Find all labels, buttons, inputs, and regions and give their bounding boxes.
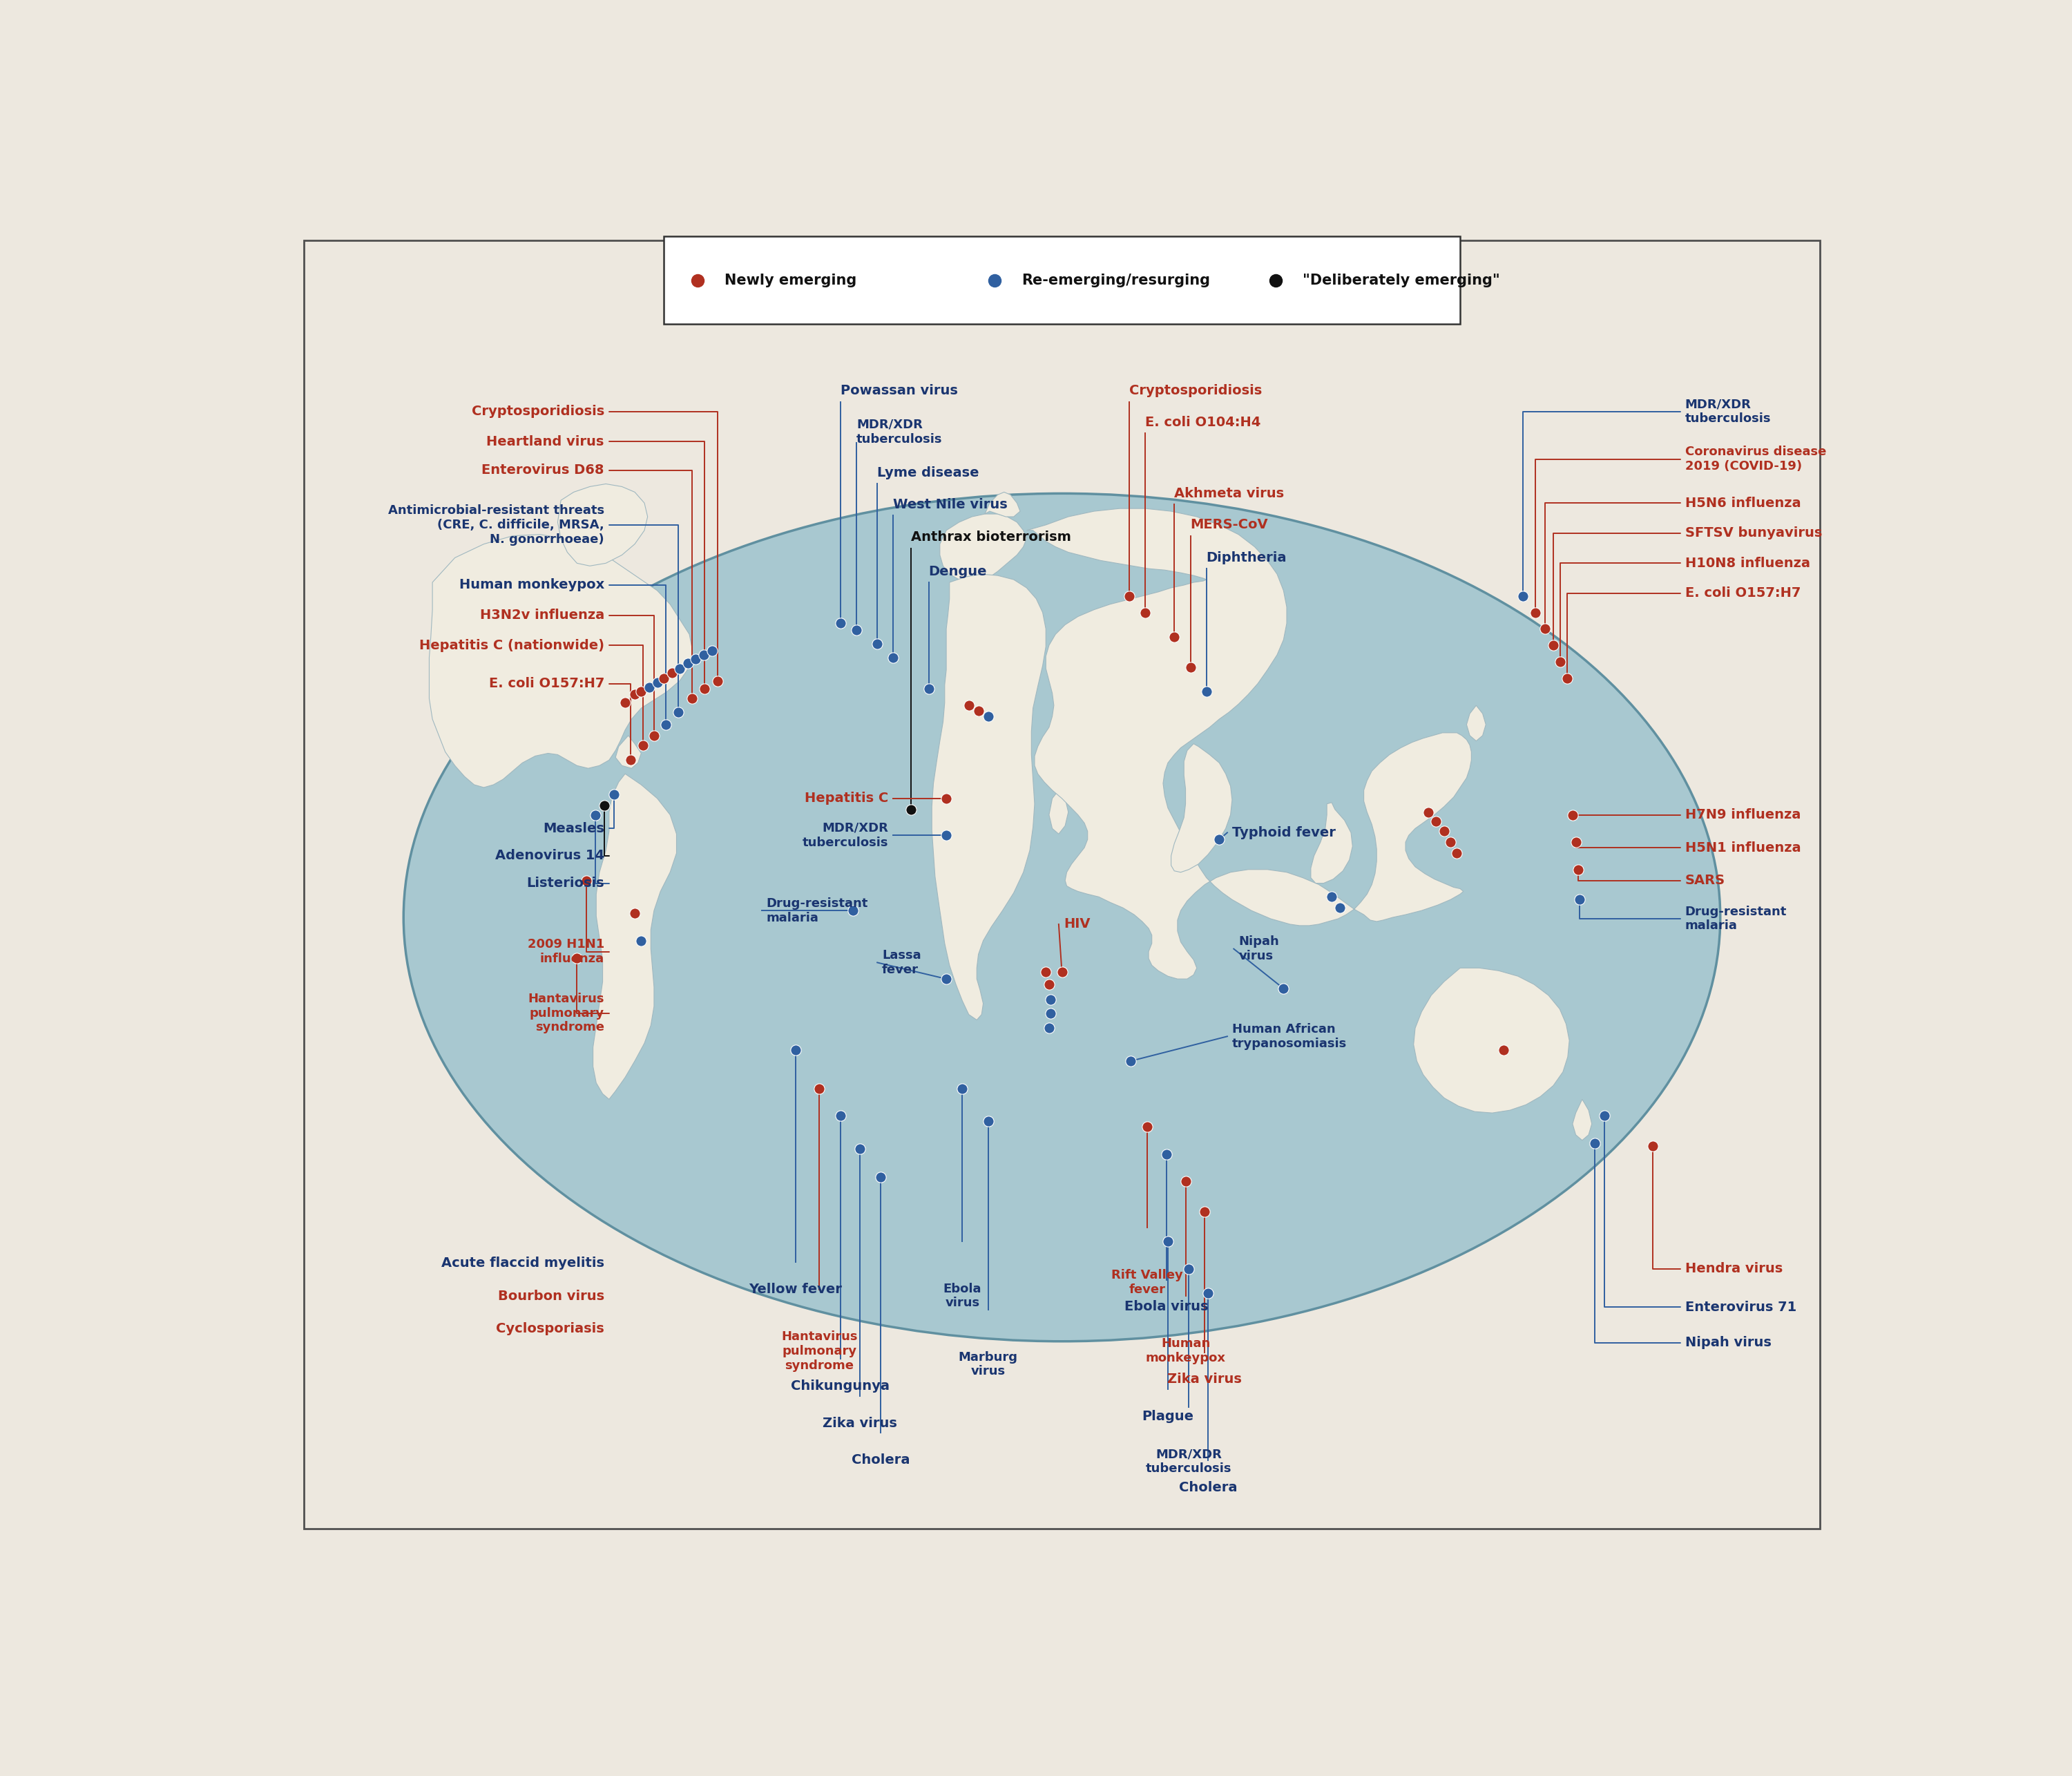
Text: Nipah
virus: Nipah virus bbox=[1239, 936, 1278, 963]
Text: Marburg
virus: Marburg virus bbox=[959, 1352, 1017, 1378]
Polygon shape bbox=[1413, 968, 1569, 1114]
Text: "Deliberately emerging": "Deliberately emerging" bbox=[1303, 274, 1500, 288]
Text: MERS-CoV: MERS-CoV bbox=[1189, 519, 1268, 531]
Text: Hepatitis C (nationwide): Hepatitis C (nationwide) bbox=[419, 639, 605, 652]
Text: Lyme disease: Lyme disease bbox=[876, 467, 980, 480]
Text: Bourbon virus: Bourbon virus bbox=[497, 1289, 605, 1304]
Text: Yellow fever: Yellow fever bbox=[748, 1282, 841, 1296]
Polygon shape bbox=[1048, 790, 1069, 835]
Text: Chikungunya: Chikungunya bbox=[792, 1380, 889, 1392]
Text: Hendra virus: Hendra virus bbox=[1685, 1263, 1782, 1275]
Text: Hantavirus
pulmonary
syndrome: Hantavirus pulmonary syndrome bbox=[781, 1330, 858, 1371]
Text: Human monkeypox: Human monkeypox bbox=[460, 579, 605, 591]
Text: MDR/XDR
tuberculosis: MDR/XDR tuberculosis bbox=[802, 822, 889, 849]
Text: Enterovirus D68: Enterovirus D68 bbox=[481, 464, 605, 476]
Text: Akhmeta virus: Akhmeta virus bbox=[1175, 487, 1285, 501]
Polygon shape bbox=[941, 513, 1026, 583]
Text: Cyclosporiasis: Cyclosporiasis bbox=[495, 1323, 605, 1336]
Text: Plague: Plague bbox=[1142, 1410, 1193, 1423]
Text: Zika virus: Zika virus bbox=[1167, 1373, 1241, 1385]
Text: H3N2v influenza: H3N2v influenza bbox=[481, 609, 605, 622]
Text: West Nile virus: West Nile virus bbox=[893, 497, 1007, 511]
Text: H5N1 influenza: H5N1 influenza bbox=[1685, 842, 1801, 854]
Text: Cryptosporidiosis: Cryptosporidiosis bbox=[1129, 384, 1262, 398]
Text: Measles: Measles bbox=[543, 822, 605, 835]
Text: E. coli O104:H4: E. coli O104:H4 bbox=[1146, 416, 1262, 430]
Polygon shape bbox=[1467, 705, 1486, 741]
Text: HIV: HIV bbox=[1063, 918, 1090, 931]
Text: MDR/XDR
tuberculosis: MDR/XDR tuberculosis bbox=[856, 419, 943, 446]
Text: Re-emerging/resurging: Re-emerging/resurging bbox=[1021, 274, 1210, 288]
Polygon shape bbox=[593, 774, 675, 1099]
Text: Enterovirus 71: Enterovirus 71 bbox=[1685, 1300, 1796, 1314]
Text: Heartland virus: Heartland virus bbox=[487, 435, 605, 448]
Polygon shape bbox=[932, 574, 1046, 1019]
Text: H5N6 influenza: H5N6 influenza bbox=[1685, 497, 1801, 510]
Text: H10N8 influenza: H10N8 influenza bbox=[1685, 556, 1811, 570]
Text: Zika virus: Zika virus bbox=[823, 1417, 897, 1430]
Polygon shape bbox=[1312, 803, 1353, 883]
Text: Ebola
virus: Ebola virus bbox=[943, 1282, 982, 1309]
Text: Anthrax bioterrorism: Anthrax bioterrorism bbox=[912, 531, 1071, 543]
Text: Newly emerging: Newly emerging bbox=[725, 274, 858, 288]
Text: SARS: SARS bbox=[1685, 874, 1726, 886]
Text: Coronavirus disease
2019 (COVID-19): Coronavirus disease 2019 (COVID-19) bbox=[1685, 446, 1825, 472]
Text: E. coli O157:H7: E. coli O157:H7 bbox=[489, 677, 605, 691]
Text: Human African
trypanosomiasis: Human African trypanosomiasis bbox=[1233, 1023, 1347, 1050]
Polygon shape bbox=[1573, 1099, 1591, 1140]
Text: SFTSV bunyavirus: SFTSV bunyavirus bbox=[1685, 526, 1821, 540]
Text: H7N9 influenza: H7N9 influenza bbox=[1685, 808, 1801, 821]
Text: Antimicrobial-resistant threats
(CRE, C. difficile, MRSA,
N. gonorrhoeae): Antimicrobial-resistant threats (CRE, C.… bbox=[387, 504, 605, 545]
Polygon shape bbox=[1026, 508, 1471, 979]
Text: Diphtheria: Diphtheria bbox=[1206, 551, 1287, 565]
Text: Cryptosporidiosis: Cryptosporidiosis bbox=[472, 405, 605, 417]
Text: E. coli O157:H7: E. coli O157:H7 bbox=[1685, 586, 1801, 600]
Text: Dengue: Dengue bbox=[928, 565, 986, 577]
Text: Hepatitis C: Hepatitis C bbox=[804, 792, 889, 805]
Text: Rift Valley
fever: Rift Valley fever bbox=[1111, 1268, 1183, 1296]
Polygon shape bbox=[615, 735, 640, 769]
Text: Drug-resistant
malaria: Drug-resistant malaria bbox=[1685, 906, 1786, 932]
Polygon shape bbox=[984, 492, 1019, 517]
Text: Drug-resistant
malaria: Drug-resistant malaria bbox=[767, 897, 868, 924]
Text: Nipah virus: Nipah virus bbox=[1685, 1336, 1772, 1350]
Ellipse shape bbox=[404, 494, 1720, 1341]
Polygon shape bbox=[429, 535, 692, 787]
Text: Adenovirus 14: Adenovirus 14 bbox=[495, 849, 605, 863]
Polygon shape bbox=[557, 483, 649, 567]
FancyBboxPatch shape bbox=[663, 236, 1461, 323]
Text: Cholera: Cholera bbox=[852, 1453, 910, 1467]
Text: 2009 H1N1
influenza: 2009 H1N1 influenza bbox=[528, 938, 605, 964]
Text: Hantavirus
pulmonary
syndrome: Hantavirus pulmonary syndrome bbox=[528, 993, 605, 1034]
Text: Human
monkeypox: Human monkeypox bbox=[1146, 1337, 1227, 1364]
Text: Ebola virus: Ebola virus bbox=[1125, 1300, 1208, 1314]
Text: Acute flaccid myelitis: Acute flaccid myelitis bbox=[441, 1257, 605, 1270]
Text: MDR/XDR
tuberculosis: MDR/XDR tuberculosis bbox=[1146, 1447, 1231, 1474]
Text: MDR/XDR
tuberculosis: MDR/XDR tuberculosis bbox=[1685, 398, 1772, 424]
Text: Typhoid fever: Typhoid fever bbox=[1233, 826, 1336, 840]
Text: Lassa
fever: Lassa fever bbox=[883, 948, 922, 977]
Polygon shape bbox=[1171, 744, 1233, 872]
Text: Powassan virus: Powassan virus bbox=[841, 384, 957, 398]
Text: Listeriosis: Listeriosis bbox=[526, 877, 605, 890]
Text: Cholera: Cholera bbox=[1179, 1481, 1237, 1494]
